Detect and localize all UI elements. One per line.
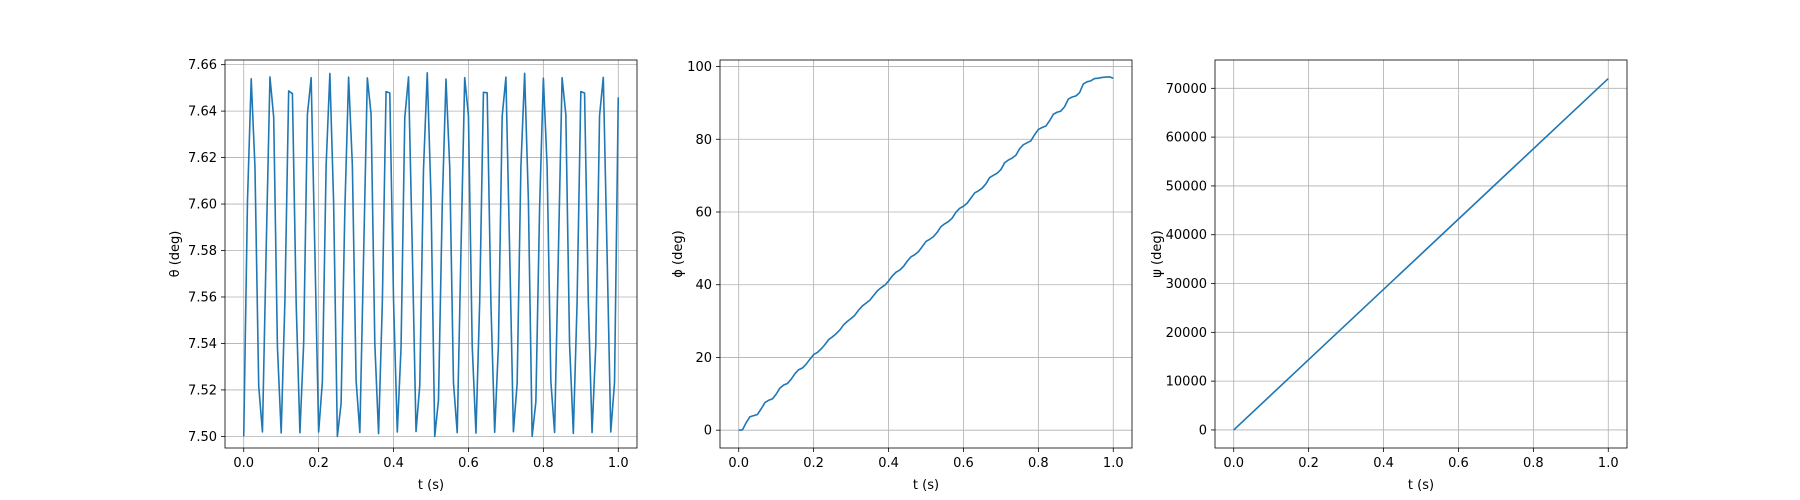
chart-panel-3: 0.0 0.2 0.4 0.6 0.8 1.0 0 10000 20000 30000 40000 5… xyxy=(1150,59,1628,493)
series-line xyxy=(242,71,620,438)
x-tick-label: 0.4 xyxy=(1373,456,1394,471)
plot-frame xyxy=(224,59,638,449)
x-tick-label: 0.8 xyxy=(1523,456,1544,471)
y-tick-label: 7.64 xyxy=(188,105,217,120)
chart-panel-2: 0.0 0.2 0.4 0.6 0.8 1.0 0 20 40 60 80 100 t (s) ϕ (de… xyxy=(671,59,1133,493)
plot-frame xyxy=(719,59,1133,449)
x-tick-label: 0.6 xyxy=(458,456,479,471)
x-tick-label: 0.4 xyxy=(383,456,404,471)
y-tick-label: 50000 xyxy=(1166,179,1207,194)
x-tick-label: 0.8 xyxy=(533,456,554,471)
y-axis-label: ϕ (deg) xyxy=(671,230,686,277)
chart-panel-1: 0.0 0.2 0.4 0.6 0.8 1.0 7.50 7.52 7.54 7.56 7.58 7.… xyxy=(168,58,638,493)
x-axis-label: t (s) xyxy=(913,478,939,493)
y-tick-label: 7.50 xyxy=(188,430,217,445)
y-tick-label: 0 xyxy=(704,424,712,439)
y-tick-label: 30000 xyxy=(1166,277,1207,292)
y-tick-label: 0 xyxy=(1199,423,1207,438)
y-tick-label: 7.56 xyxy=(188,290,217,305)
y-tick-label: 7.66 xyxy=(188,58,217,73)
x-tick-label: 0.4 xyxy=(878,456,899,471)
x-tick-label: 1.0 xyxy=(1598,456,1619,471)
y-tick-label: 100 xyxy=(687,60,712,75)
y-tick-label: 60000 xyxy=(1166,131,1207,146)
y-tick-label: 80 xyxy=(695,133,712,148)
x-tick-label: 0.2 xyxy=(803,456,824,471)
x-tick-label: 0.6 xyxy=(1448,456,1469,471)
y-tick-label: 20000 xyxy=(1166,326,1207,341)
series-line xyxy=(738,76,1114,431)
x-tick-label: 0.0 xyxy=(728,456,749,471)
x-tick-label: 1.0 xyxy=(608,456,629,471)
x-axis-label: t (s) xyxy=(1408,478,1434,493)
x-tick-label: 0.6 xyxy=(953,456,974,471)
x-tick-label: 0.2 xyxy=(1298,456,1319,471)
y-tick-label: 20 xyxy=(695,351,712,366)
x-tick-label: 1.0 xyxy=(1103,456,1124,471)
y-tick-label: 10000 xyxy=(1166,375,1207,390)
x-tick-label: 0.0 xyxy=(1223,456,1244,471)
y-tick-label: 7.54 xyxy=(188,337,217,352)
y-tick-label: 7.58 xyxy=(188,244,217,259)
x-tick-label: 0.8 xyxy=(1028,456,1049,471)
plot-frame xyxy=(1214,59,1628,449)
y-tick-label: 60 xyxy=(695,206,712,221)
y-tick-label: 70000 xyxy=(1166,82,1207,97)
series-line xyxy=(1233,77,1609,431)
y-axis-label: ψ (deg) xyxy=(1150,230,1165,277)
x-axis-label: t (s) xyxy=(418,478,444,493)
y-tick-label: 7.62 xyxy=(188,151,217,166)
x-tick-label: 0.0 xyxy=(233,456,254,471)
x-tick-label: 0.2 xyxy=(308,456,329,471)
y-tick-label: 7.60 xyxy=(188,198,217,213)
y-axis-label: θ (deg) xyxy=(168,231,183,278)
y-tick-label: 40000 xyxy=(1166,228,1207,243)
y-tick-label: 7.52 xyxy=(188,383,217,398)
y-tick-label: 40 xyxy=(695,278,712,293)
